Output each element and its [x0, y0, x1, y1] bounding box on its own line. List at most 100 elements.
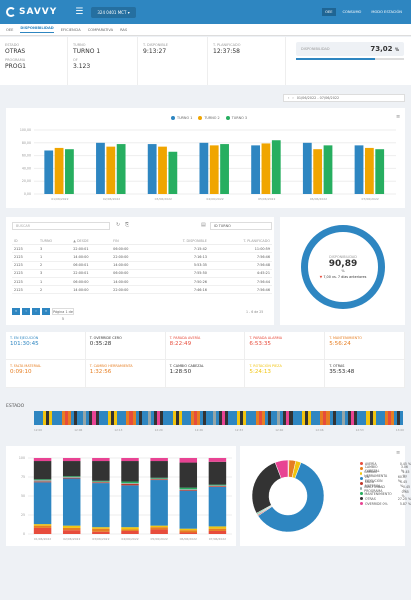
estado-segment[interactable] [187, 411, 191, 425]
export-icon[interactable]: ⎘ [125, 222, 130, 228]
estado-segment[interactable] [369, 411, 373, 425]
chart-menu-icon[interactable]: ≡ [396, 114, 401, 120]
legend-item[interactable]: TURNO 3 [225, 116, 247, 120]
estado-segment[interactable] [150, 411, 155, 425]
estado-segment[interactable] [92, 411, 96, 425]
pie-legend-item[interactable]: OTRAS 27.25 % [360, 496, 411, 501]
column-header[interactable]: T. PLANIFICADO [208, 237, 272, 246]
estado-segment[interactable] [64, 411, 68, 425]
table-row[interactable]: 2123 3 22:00:01 06:00:00 7:15:42 11:00:59 [12, 244, 272, 254]
estado-segment[interactable] [400, 411, 404, 425]
pie-legend-item[interactable]: INACTIVIDAD PROGRAMA 0.45 % [360, 485, 411, 493]
tab-disponibilidad[interactable]: DISPONIBILIDAD [20, 26, 54, 33]
refresh-icon[interactable]: ↻ [116, 222, 121, 228]
menu-oee[interactable]: OEE [322, 8, 336, 16]
estado-segment[interactable] [255, 411, 259, 425]
estado-segment[interactable] [95, 411, 99, 425]
estado-segment[interactable] [101, 411, 105, 425]
estado-segment[interactable] [197, 411, 201, 425]
estado-segment[interactable] [70, 411, 75, 425]
estado-segment[interactable] [292, 411, 296, 425]
estado-segment[interactable] [46, 411, 50, 425]
estado-segment[interactable] [132, 411, 136, 425]
estado-segment[interactable] [332, 411, 336, 425]
estado-segment[interactable] [252, 411, 256, 425]
estado-segment[interactable] [206, 411, 210, 425]
first-page-button[interactable]: « [12, 308, 20, 315]
estado-segment[interactable] [107, 411, 111, 425]
estado-segment[interactable] [271, 411, 275, 425]
estado-segment[interactable] [387, 411, 392, 425]
chevron-left-icon[interactable]: ‹ [288, 96, 290, 100]
estado-segment[interactable] [341, 411, 345, 425]
estado-segment[interactable] [280, 411, 284, 425]
estado-segment[interactable] [329, 411, 333, 425]
estado-segment[interactable] [169, 411, 173, 425]
estado-segment[interactable] [83, 411, 87, 425]
pie-legend-item[interactable]: AVERÍA 0.45 % [360, 461, 411, 466]
table-row[interactable]: 2123 1 06:00:00 14:00:00 7:50:26 7:56:44 [12, 277, 272, 287]
estado-segment[interactable] [311, 411, 315, 425]
turno-select[interactable]: ID TURNO [210, 222, 272, 230]
table-row[interactable]: 2123 3 22:00:01 06:00:00 7:55:50 4:45:21 [12, 269, 272, 278]
estado-segment[interactable] [55, 411, 59, 425]
estado-segment[interactable] [184, 411, 188, 425]
estado-segment[interactable] [117, 411, 121, 425]
estado-segment[interactable] [357, 411, 361, 425]
pie-legend-item[interactable]: FALTA MATERIAL 0.45 % [360, 480, 411, 488]
estado-segment[interactable] [52, 411, 56, 425]
estado-segment[interactable] [141, 411, 145, 425]
estado-segment[interactable] [304, 411, 308, 425]
estado-segment[interactable] [74, 411, 78, 425]
estado-segment[interactable] [221, 411, 225, 425]
estado-segment[interactable] [172, 411, 176, 425]
estado-segment[interactable] [320, 411, 324, 425]
search-input[interactable]: BUSCAR [12, 222, 110, 230]
estado-segment[interactable] [129, 411, 133, 425]
estado-segment[interactable] [37, 411, 41, 425]
estado-segment[interactable] [360, 411, 364, 425]
estado-segment[interactable] [314, 411, 318, 425]
estado-segment[interactable] [283, 411, 287, 425]
estado-segment[interactable] [344, 411, 348, 425]
estado-segment[interactable] [215, 411, 219, 425]
estado-segment[interactable] [274, 411, 278, 425]
estado-segment[interactable] [218, 411, 222, 425]
estado-segment[interactable] [212, 411, 216, 425]
estado-segment[interactable] [163, 411, 167, 425]
estado-segment[interactable] [203, 411, 207, 425]
estado-segment[interactable] [104, 411, 108, 425]
estado-segment[interactable] [366, 411, 370, 425]
estado-segment[interactable] [240, 411, 244, 425]
estado-segment[interactable] [157, 411, 161, 425]
estado-segment[interactable] [237, 411, 241, 425]
donut-slice[interactable] [251, 462, 282, 514]
estado-segment[interactable] [34, 411, 38, 425]
estado-segment[interactable] [166, 411, 170, 425]
estado-segment[interactable] [347, 411, 352, 425]
column-header[interactable]: ID [12, 237, 39, 246]
estado-segment[interactable] [381, 411, 385, 425]
estado-segment[interactable] [147, 411, 151, 425]
estado-segment[interactable] [267, 411, 272, 425]
estado-segment[interactable] [258, 411, 262, 425]
tab-ras[interactable]: RAS [120, 27, 128, 32]
estado-segment[interactable] [394, 411, 398, 425]
estado-segment[interactable] [181, 411, 185, 425]
estado-segment[interactable] [209, 411, 213, 425]
menu-modo[interactable]: MODO ESTACIÓN [371, 10, 402, 14]
estado-segment[interactable] [224, 411, 228, 425]
donut-slice[interactable] [274, 459, 289, 479]
estado-segment[interactable] [391, 411, 395, 425]
legend-item[interactable]: TURNO 2 [198, 116, 220, 120]
estado-segment[interactable] [120, 411, 124, 425]
estado-segment[interactable] [110, 411, 115, 425]
page-indicator[interactable]: Página 1 de 5 [52, 308, 74, 321]
tab-oee[interactable]: OEE [6, 27, 14, 32]
column-header[interactable]: FIN [111, 237, 151, 246]
estado-segment[interactable] [138, 411, 142, 425]
estado-segment[interactable] [246, 411, 250, 425]
estado-segment[interactable] [86, 411, 90, 425]
estado-segment[interactable] [58, 411, 62, 425]
tab-comparativa[interactable]: COMPARATIVA [87, 27, 114, 32]
